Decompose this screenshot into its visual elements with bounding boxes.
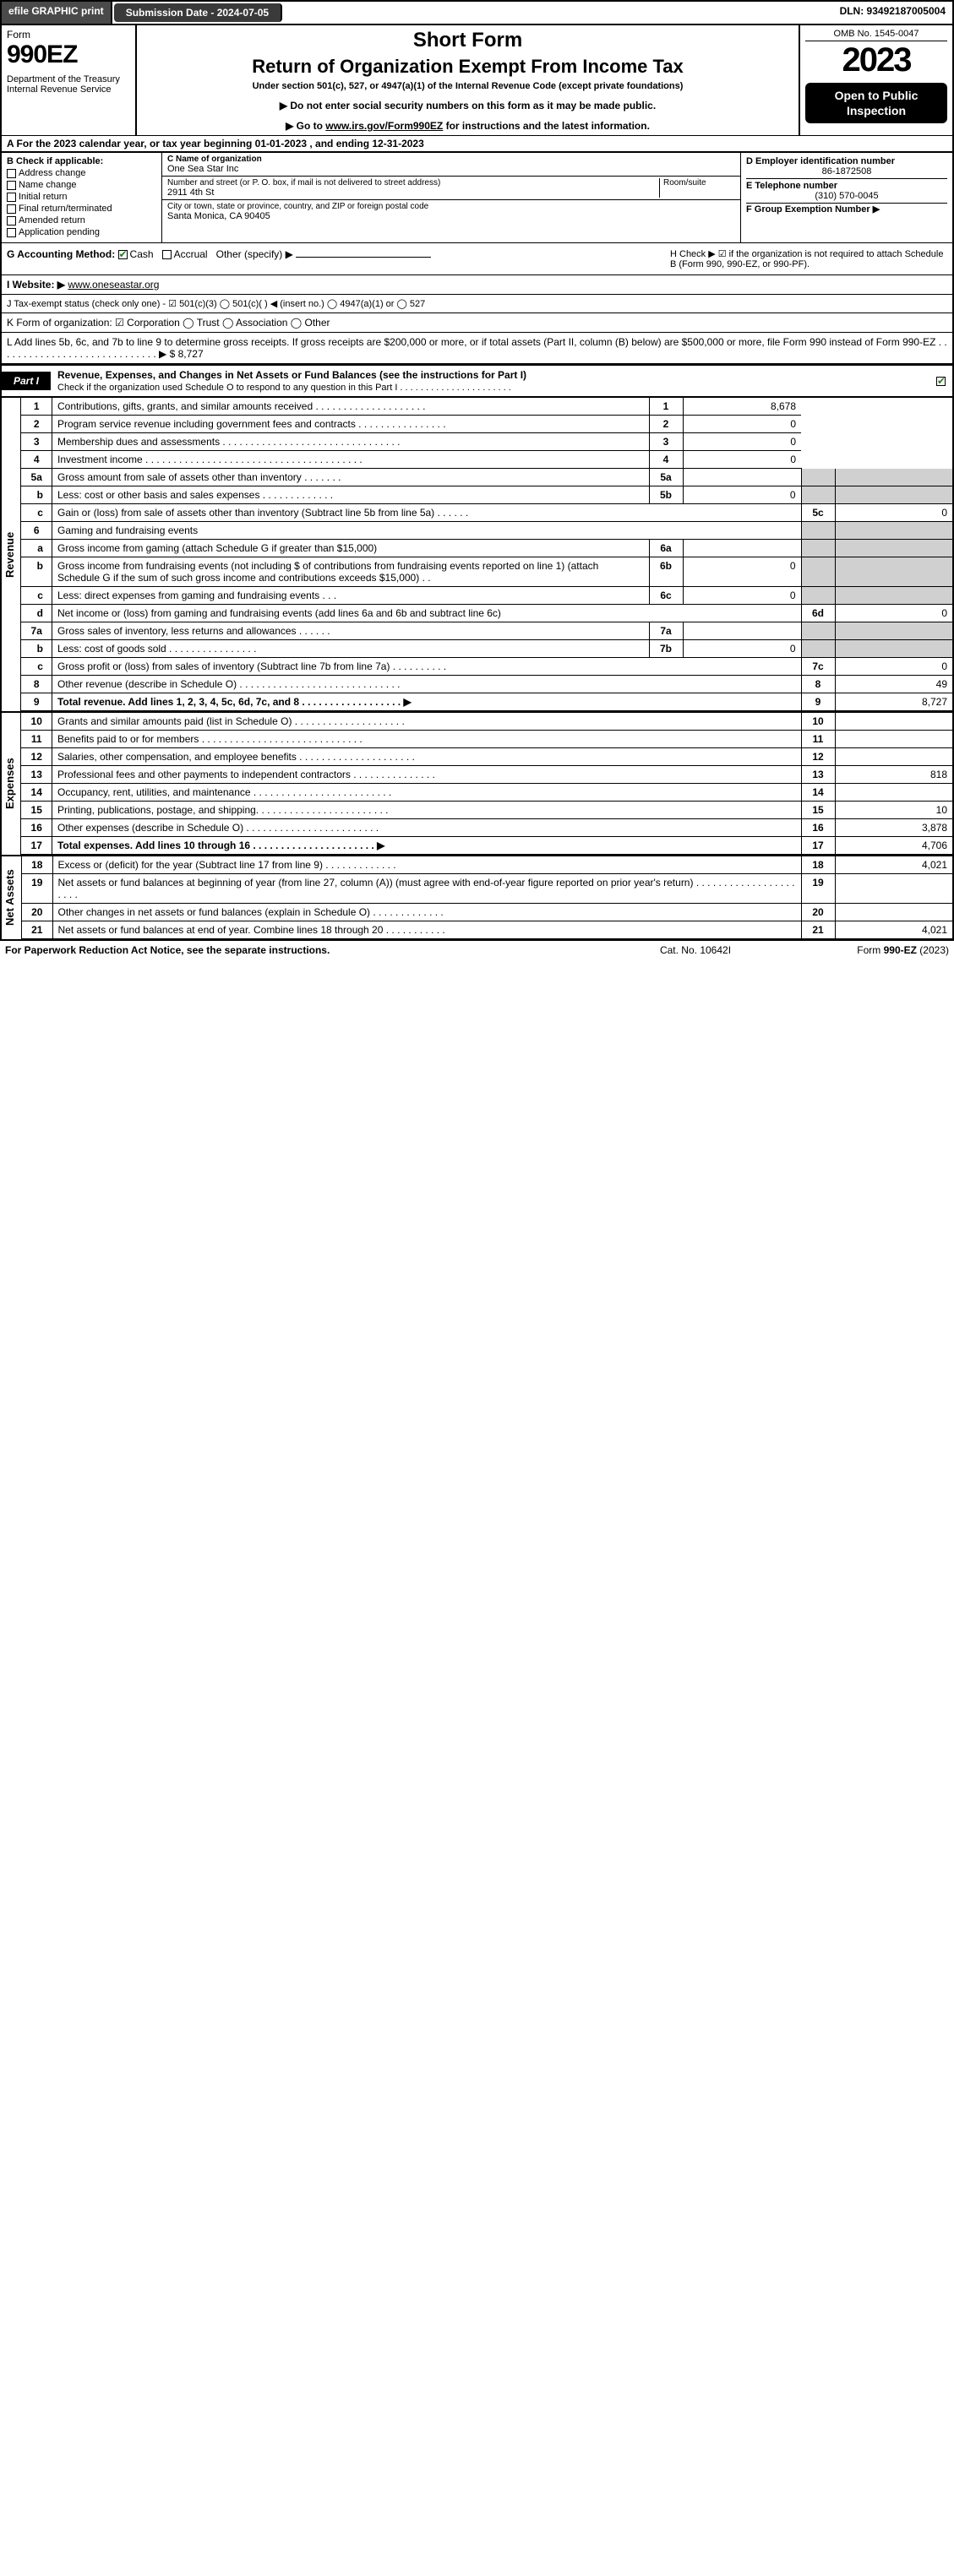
form-subtitle: Under section 501(c), 527, or 4947(a)(1)… <box>144 81 792 91</box>
part1-sub: Check if the organization used Schedule … <box>57 383 511 393</box>
submission-date: Submission Date - 2024-07-05 <box>114 3 282 22</box>
footer-cat: Cat. No. 10642I <box>611 944 780 956</box>
col-d: D Employer identification number 86-1872… <box>741 153 952 242</box>
top-bar: efile GRAPHIC print Submission Date - 20… <box>0 0 954 25</box>
page-footer: For Paperwork Reduction Act Notice, see … <box>0 941 954 959</box>
ein-value: 86-1872508 <box>746 166 947 177</box>
tax-year: 2023 <box>805 41 947 79</box>
cb-accrual[interactable] <box>162 250 172 259</box>
row-g-h: G Accounting Method: Cash Accrual Other … <box>0 243 954 275</box>
org-city: Santa Monica, CA 90405 <box>167 211 735 221</box>
cb-application-pending[interactable]: Application pending <box>7 227 156 237</box>
expenses-section: Expenses 10Grants and similar amounts pa… <box>0 713 954 856</box>
name-label: C Name of organization <box>167 155 735 164</box>
cb-cash[interactable] <box>118 250 128 259</box>
ein-label: D Employer identification number <box>746 156 947 166</box>
row-k: K Form of organization: ☑ Corporation ◯ … <box>0 313 954 333</box>
part1-check[interactable] <box>936 377 946 386</box>
footer-form: Form 990-EZ (2023) <box>780 944 949 956</box>
part1-header: Part I Revenue, Expenses, and Changes in… <box>0 365 954 398</box>
efile-label[interactable]: efile GRAPHIC print <box>2 2 112 24</box>
i-label: I Website: ▶ <box>7 279 65 291</box>
part1-badge: Part I <box>2 372 51 390</box>
city-label: City or town, state or province, country… <box>167 202 735 211</box>
g-label: G Accounting Method: <box>7 248 115 260</box>
cb-amended-return[interactable]: Amended return <box>7 215 156 226</box>
net-assets-section: Net Assets 18Excess or (deficit) for the… <box>0 856 954 941</box>
side-expenses: Expenses <box>2 713 18 855</box>
row-j: J Tax-exempt status (check only one) - ☑… <box>0 295 954 313</box>
room-label: Room/suite <box>663 178 735 187</box>
cb-final-return[interactable]: Final return/terminated <box>7 204 156 214</box>
side-revenue: Revenue <box>2 398 18 711</box>
tel-value: (310) 570-0045 <box>746 191 947 201</box>
form-title: Return of Organization Exempt From Incom… <box>144 56 792 78</box>
col-c: C Name of organization One Sea Star Inc … <box>162 153 741 242</box>
group-exemption-label: F Group Exemption Number ▶ <box>746 204 947 215</box>
row-l: L Add lines 5b, 6c, and 7b to line 9 to … <box>0 333 954 365</box>
street-label: Number and street (or P. O. box, if mail… <box>167 178 659 187</box>
side-net-assets: Net Assets <box>2 856 18 939</box>
cb-name-change[interactable]: Name change <box>7 180 156 190</box>
org-name: One Sea Star Inc <box>167 164 735 174</box>
cb-address-change[interactable]: Address change <box>7 168 156 178</box>
note2-pre: ▶ Go to <box>286 120 325 132</box>
revenue-section: Revenue 1Contributions, gifts, grants, a… <box>0 398 954 713</box>
section-a: A For the 2023 calendar year, or tax yea… <box>0 135 954 153</box>
col-b-header: B Check if applicable: <box>7 156 156 166</box>
row-i: I Website: ▶ www.oneseastar.org <box>0 275 954 295</box>
dln: DLN: 93492187005004 <box>833 2 952 24</box>
cb-initial-return[interactable]: Initial return <box>7 192 156 202</box>
note2-post: for instructions and the latest informat… <box>443 120 650 132</box>
irs-link[interactable]: www.irs.gov/Form990EZ <box>325 120 443 132</box>
tel-label: E Telephone number <box>746 181 947 191</box>
ssn-warning: ▶ Do not enter social security numbers o… <box>144 100 792 111</box>
form-header: Form 990EZ Department of the Treasury In… <box>0 25 954 135</box>
short-form-title: Short Form <box>144 29 792 52</box>
part1-title: Revenue, Expenses, and Changes in Net As… <box>57 369 526 381</box>
website-value[interactable]: www.oneseastar.org <box>68 279 159 291</box>
instructions-link-row: ▶ Go to www.irs.gov/Form990EZ for instru… <box>144 120 792 132</box>
open-public-badge: Open to Public Inspection <box>805 83 947 123</box>
form-number: 990EZ <box>7 41 130 69</box>
org-info-grid: B Check if applicable: Address change Na… <box>0 153 954 243</box>
col-b: B Check if applicable: Address change Na… <box>2 153 162 242</box>
h-text: H Check ▶ ☑ if the organization is not r… <box>665 243 952 274</box>
form-word: Form <box>7 29 130 41</box>
footer-left: For Paperwork Reduction Act Notice, see … <box>5 944 611 956</box>
dept-label: Department of the Treasury Internal Reve… <box>7 74 130 95</box>
org-street: 2911 4th St <box>167 187 659 198</box>
omb-number: OMB No. 1545-0047 <box>805 29 947 41</box>
